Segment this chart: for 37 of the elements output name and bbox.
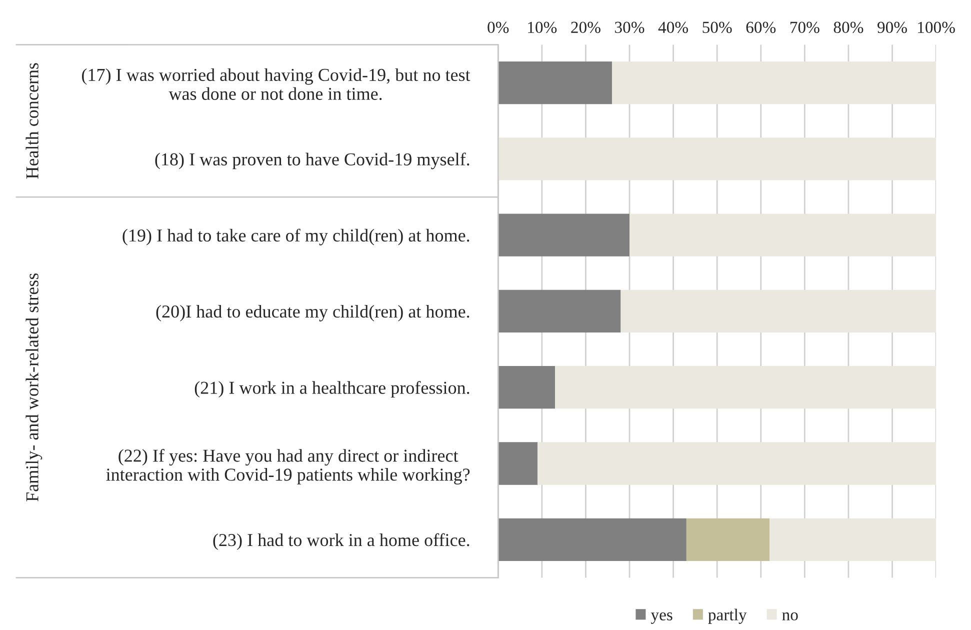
x-tick-label: 40% (658, 22, 688, 34)
bar (770, 518, 936, 561)
x-tick-label: 50% (702, 22, 732, 34)
x-tick-label: 10% (528, 22, 557, 34)
x-tick-label: 100% (918, 22, 955, 34)
x-tick-label: 0% (488, 22, 509, 34)
x-tick-label: 90% (878, 22, 907, 34)
y-tick-label: (18) I was proven to have Covid-19 myself. (155, 152, 470, 170)
x-tick-label: 70% (790, 22, 820, 34)
x-tick-label: 80% (834, 22, 864, 34)
y-tick-label: (22) If yes: Have you had any direct or indirect interaction with Covid-19 patients while working? (106, 448, 470, 484)
y-tick-label: (17) I was worried about having Covid-19, but no test was done or not done in time. (82, 68, 470, 100)
y-tick-label: (23) I had to work in a home office. (213, 533, 470, 550)
bar (498, 366, 556, 409)
y-tick-label: (19) I had to take care of my child(ren) at home. (122, 228, 470, 246)
bar (498, 518, 686, 561)
bar (498, 61, 612, 104)
x-tick-label: 30% (615, 22, 644, 34)
bar (630, 214, 936, 256)
bar (498, 442, 538, 485)
bar (498, 138, 936, 180)
bar (538, 442, 936, 485)
bar (498, 214, 630, 256)
bar (498, 290, 621, 333)
text: Family- and work-related stress (26, 273, 42, 502)
y-tick-label: (21) I work in a healthcare profession. (194, 381, 470, 398)
bar (612, 61, 936, 104)
legend-label: no (782, 612, 798, 620)
x-tick-label: 60% (746, 22, 776, 34)
legend-label: yes (650, 612, 672, 624)
legend-label: partly (708, 608, 747, 624)
y-tick-label: (20)I had to educate my child(ren) at home. (156, 304, 470, 322)
bar (686, 518, 770, 561)
x-tick-label: 20% (571, 22, 600, 34)
text: Health concerns (26, 63, 38, 179)
bar (555, 366, 936, 409)
bar (620, 290, 936, 333)
